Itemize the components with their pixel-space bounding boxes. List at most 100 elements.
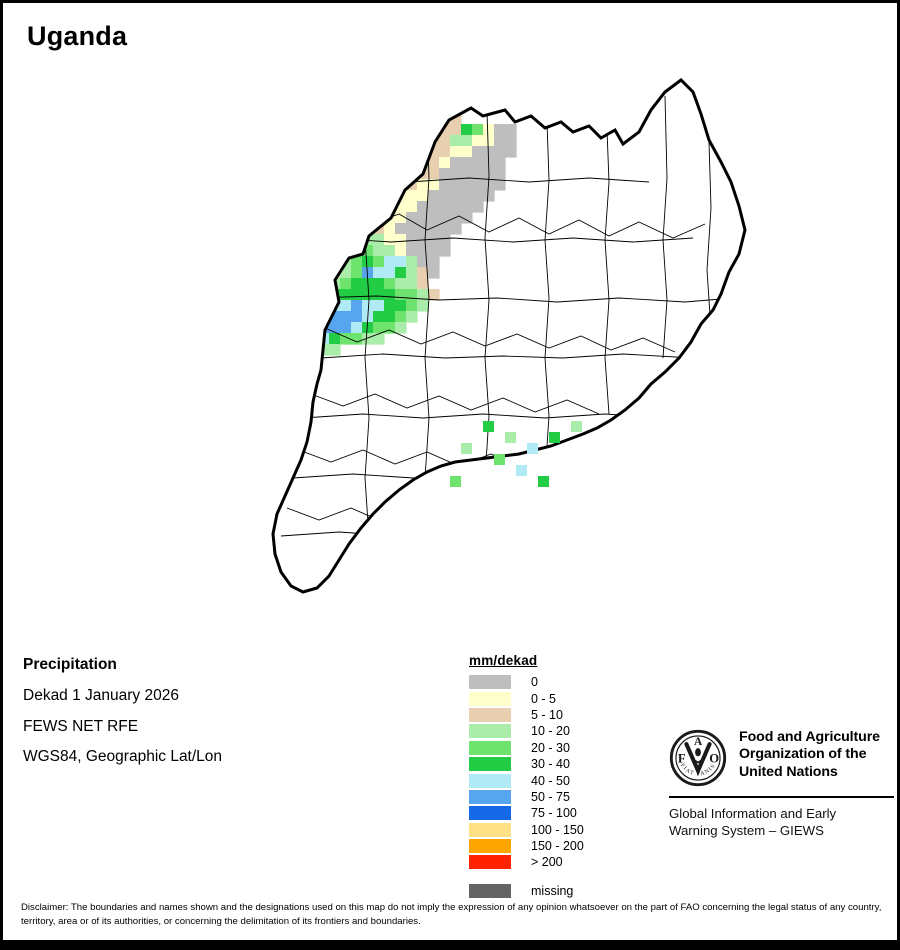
precip-cell	[252, 377, 264, 389]
precip-cell	[395, 168, 407, 180]
precip-cell	[406, 278, 418, 290]
legend-swatch	[469, 675, 511, 690]
precip-cell	[406, 300, 418, 312]
precip-cell-lake	[461, 443, 472, 454]
precip-cell	[417, 256, 429, 268]
precip-cell	[307, 267, 319, 279]
precip-cell	[406, 113, 418, 125]
legend-entry: 20 - 30	[469, 740, 669, 756]
precip-cell	[384, 168, 396, 180]
precip-cell	[395, 135, 407, 147]
precip-cell	[472, 190, 484, 202]
precip-cell	[285, 245, 297, 257]
precip-cell	[329, 179, 341, 191]
precip-cell	[406, 256, 418, 268]
precip-cell	[230, 388, 242, 400]
precip-cell	[351, 311, 363, 323]
precip-cell	[483, 135, 495, 147]
precip-cell	[329, 322, 341, 334]
precip-cell	[406, 223, 418, 235]
precip-cell	[296, 289, 308, 301]
map-svg	[230, 78, 747, 594]
precip-cell	[417, 245, 429, 257]
precip-cell	[450, 179, 462, 191]
precip-cell	[450, 168, 462, 180]
legend-entry: 5 - 10	[469, 707, 669, 723]
precip-cell	[241, 388, 253, 400]
legend-entry-missing: missing	[469, 883, 669, 899]
precip-cell	[296, 223, 308, 235]
precip-cell	[384, 267, 396, 279]
precip-cell	[318, 190, 330, 202]
fao-logo-icon: F A O FIAT PANIS	[669, 729, 727, 787]
precip-cell	[340, 300, 352, 312]
precip-cell	[318, 201, 330, 213]
precip-cell-lake	[527, 443, 538, 454]
precip-cell	[340, 223, 352, 235]
precip-cell	[329, 256, 341, 268]
precip-cell	[340, 267, 352, 279]
precip-cell	[318, 300, 330, 312]
precip-cell	[461, 124, 473, 136]
precip-cell	[450, 157, 462, 169]
precip-cell	[329, 168, 341, 180]
caption-period: Dekad 1 January 2026	[23, 686, 179, 704]
precip-cell	[373, 179, 385, 191]
precip-cell	[406, 234, 418, 246]
precip-cell	[395, 201, 407, 213]
precip-cell	[351, 135, 363, 147]
precip-cell	[318, 245, 330, 257]
legend-entry: 75 - 100	[469, 805, 669, 821]
precip-cell	[439, 212, 451, 224]
precip-cell	[406, 267, 418, 279]
precip-cell	[494, 179, 506, 191]
precip-cell	[285, 311, 297, 323]
legend-label: missing	[531, 883, 574, 898]
precip-cell	[340, 322, 352, 334]
precip-cell	[307, 212, 319, 224]
precip-cell	[395, 267, 407, 279]
legend-swatch	[469, 839, 511, 854]
precip-cell	[450, 223, 462, 235]
legend-swatch	[469, 707, 511, 722]
precip-cell	[285, 300, 297, 312]
giews-line2: Warning System – GIEWS	[669, 822, 824, 838]
precip-cell	[395, 223, 407, 235]
precip-cell	[241, 344, 253, 356]
legend-entry: 30 - 40	[469, 756, 669, 772]
precip-cell	[428, 289, 440, 301]
precip-cell	[373, 333, 385, 345]
precip-cell	[439, 190, 451, 202]
precip-cell	[505, 146, 517, 158]
legend-swatch	[469, 806, 511, 821]
precip-cell	[329, 333, 341, 345]
precip-cell	[428, 124, 440, 136]
precip-cell	[307, 333, 319, 345]
precip-cell	[384, 190, 396, 202]
precip-cell	[252, 355, 264, 367]
precip-cell	[428, 256, 440, 268]
precip-cell	[472, 124, 484, 136]
precip-cell	[351, 256, 363, 268]
precip-cell	[296, 256, 308, 268]
precip-cell	[450, 146, 462, 158]
precip-cell	[395, 289, 407, 301]
precip-cell	[362, 190, 374, 202]
legend-label: 150 - 200	[531, 839, 584, 854]
precip-cell	[384, 245, 396, 257]
caption-projection: WGS84, Geographic Lat/Lon	[23, 748, 223, 766]
legend-entry: 40 - 50	[469, 772, 669, 788]
precip-cell	[362, 322, 374, 334]
precip-cell	[351, 179, 363, 191]
precip-cell-lake	[538, 476, 549, 487]
legend-label: 5 - 10	[531, 707, 563, 722]
fao-name-line3: United Nations	[739, 763, 838, 780]
precip-cell	[296, 322, 308, 334]
precip-cell	[285, 366, 297, 378]
precip-cell	[395, 212, 407, 224]
precip-cell	[450, 113, 462, 125]
precip-cell	[417, 223, 429, 235]
precip-cell	[406, 168, 418, 180]
precip-cell	[241, 333, 253, 345]
precip-cell	[417, 179, 429, 191]
